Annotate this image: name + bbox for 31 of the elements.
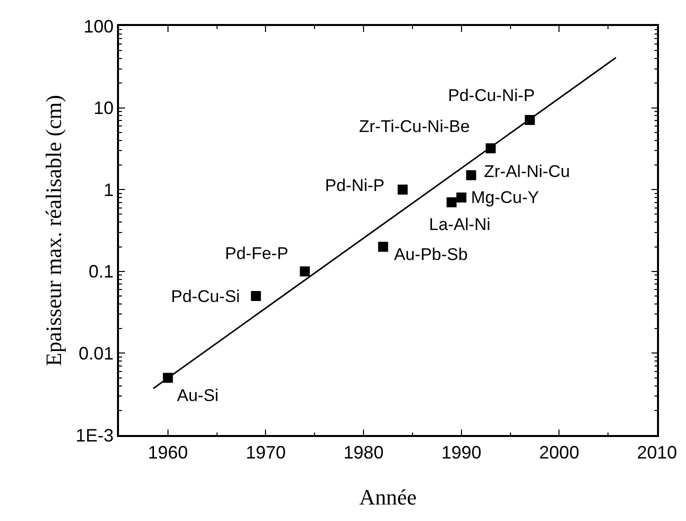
point [378,242,388,252]
annotation: Mg-Cu-Y [471,188,540,207]
annotation: Au-Si [177,386,219,405]
point [250,291,261,302]
y-tick-label: 1E-3 [76,425,114,446]
point [456,192,466,203]
annotation: Pd-Ni-P [325,176,385,195]
x-tick-label: 1980 [344,442,384,462]
annotation: Zr-Ti-Cu-Ni-Be [359,117,470,136]
x-tick-label: 1970 [246,442,286,462]
y-tick-label: 10 [94,98,114,118]
annotation: Zr-Al-Ni-Cu [484,162,570,181]
point [398,184,408,195]
annotation: Au-Pb-Sb [394,245,468,264]
y-tick-label: 0.01 [78,344,114,364]
annotation: Pd-Fe-P [225,244,288,263]
point [466,170,476,180]
point [300,266,310,276]
x-tick-label: 2010 [636,442,678,462]
y-tick-label: 0.1 [88,262,114,282]
annotation: Pd-Cu-Ni-P [448,86,535,105]
annotation: La-Al-Ni [429,215,490,234]
x-tick-label: 1960 [148,442,188,462]
y-axis-title: Epaisseur max. réalisable (cm) [40,94,66,366]
x-tick-label: 2000 [539,442,580,462]
point [446,197,457,208]
y-tick-label: 1 [104,180,114,200]
annotation: Pd-Cu-Si [171,287,240,306]
x-axis-title: Année [359,484,417,510]
x-tick-label: 1990 [441,442,482,462]
y-tick-label: 100 [84,16,114,36]
